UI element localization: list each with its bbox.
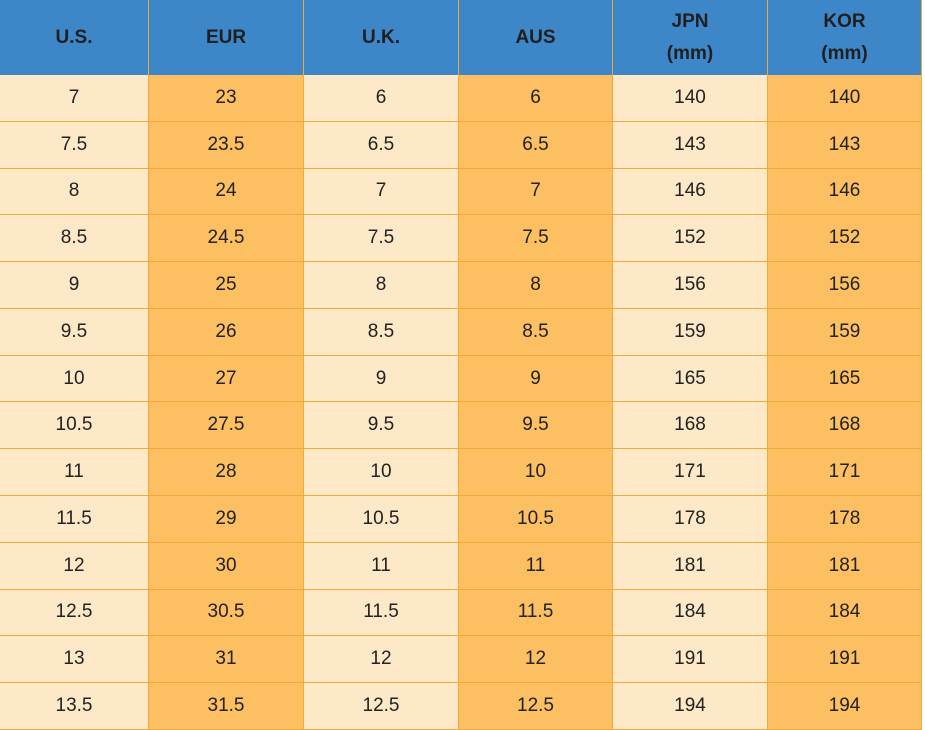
table-cell: 194 (768, 683, 922, 730)
table-cell: 191 (768, 636, 922, 684)
table-cell: 12 (0, 542, 149, 590)
table-cell: 178 (613, 496, 768, 543)
table-cell: 9 (304, 355, 459, 403)
table-cell: 159 (613, 308, 768, 356)
table-cell: 6 (459, 75, 613, 122)
table-cell: 7 (0, 75, 149, 122)
table-cell: 8.5 (0, 215, 149, 263)
table-cell: 10 (459, 449, 613, 497)
table-cell: 143 (768, 121, 922, 169)
table-cell: 27 (149, 355, 304, 403)
table-cell: 6 (304, 75, 459, 122)
table-cell: 7.5 (459, 215, 613, 263)
table-cell: 12.5 (459, 683, 613, 730)
table-cell: 9 (0, 262, 149, 309)
header-cell: KOR (mm) (768, 0, 922, 75)
table-cell: 8 (0, 168, 149, 216)
table-cell: 30 (149, 542, 304, 590)
table-cell: 181 (768, 542, 922, 590)
table-cell: 8 (459, 262, 613, 309)
table-cell: 140 (768, 75, 922, 122)
table-cell: 191 (613, 636, 768, 684)
table-cell: 11 (304, 542, 459, 590)
table-cell: 28 (149, 449, 304, 497)
table-cell: 25 (149, 262, 304, 309)
table-cell: 24.5 (149, 215, 304, 263)
table-cell: 12 (304, 636, 459, 684)
table-cell: 146 (768, 168, 922, 216)
table-cell: 194 (613, 683, 768, 730)
table-cell: 9.5 (304, 402, 459, 450)
table-cell: 10 (0, 355, 149, 403)
table-cell: 7.5 (304, 215, 459, 263)
table-cell: 12.5 (304, 683, 459, 730)
table-cell: 6.5 (304, 121, 459, 169)
header-cell: AUS (459, 0, 613, 75)
table-cell: 24 (149, 168, 304, 216)
table-cell: 8.5 (459, 308, 613, 356)
header-cell: JPN (mm) (613, 0, 768, 75)
table-cell: 171 (613, 449, 768, 497)
table-cell: 23.5 (149, 121, 304, 169)
table-cell: 7 (459, 168, 613, 216)
table-cell: 9.5 (0, 308, 149, 356)
table-cell: 171 (768, 449, 922, 497)
table-cell: 31 (149, 636, 304, 684)
header-cell: U.S. (0, 0, 149, 75)
table-cell: 146 (613, 168, 768, 216)
table-cell: 168 (768, 402, 922, 450)
table-cell: 10.5 (0, 402, 149, 450)
table-cell: 10 (304, 449, 459, 497)
table-cell: 140 (613, 75, 768, 122)
table-cell: 11 (0, 449, 149, 497)
table-cell: 12.5 (0, 589, 149, 637)
table-cell: 29 (149, 496, 304, 543)
table-cell: 8.5 (304, 308, 459, 356)
table-cell: 6.5 (459, 121, 613, 169)
table-cell: 181 (613, 542, 768, 590)
table-cell: 30.5 (149, 589, 304, 637)
table-cell: 165 (613, 355, 768, 403)
table-cell: 7.5 (0, 121, 149, 169)
table-cell: 156 (768, 262, 922, 309)
table-cell: 143 (613, 121, 768, 169)
table-cell: 31.5 (149, 683, 304, 730)
table-cell: 23 (149, 75, 304, 122)
table-cell: 13 (0, 636, 149, 684)
table-cell: 27.5 (149, 402, 304, 450)
table-cell: 13.5 (0, 683, 149, 730)
table-cell: 10.5 (459, 496, 613, 543)
table-cell: 10.5 (304, 496, 459, 543)
table-cell: 184 (613, 589, 768, 637)
table-cell: 7 (304, 168, 459, 216)
table-cell: 11.5 (0, 496, 149, 543)
table-cell: 178 (768, 496, 922, 543)
table-cell: 11.5 (304, 589, 459, 637)
table-cell: 8 (304, 262, 459, 309)
table-cell: 152 (768, 215, 922, 263)
table-cell: 9.5 (459, 402, 613, 450)
table-cell: 156 (613, 262, 768, 309)
table-cell: 9 (459, 355, 613, 403)
table-cell: 11 (459, 542, 613, 590)
header-cell: EUR (149, 0, 304, 75)
table-cell: 11.5 (459, 589, 613, 637)
table-cell: 159 (768, 308, 922, 356)
table-cell: 12 (459, 636, 613, 684)
table-cell: 165 (768, 355, 922, 403)
table-cell: 26 (149, 308, 304, 356)
table-cell: 152 (613, 215, 768, 263)
table-cell: 184 (768, 589, 922, 637)
table-cell: 168 (613, 402, 768, 450)
header-cell: U.K. (304, 0, 459, 75)
